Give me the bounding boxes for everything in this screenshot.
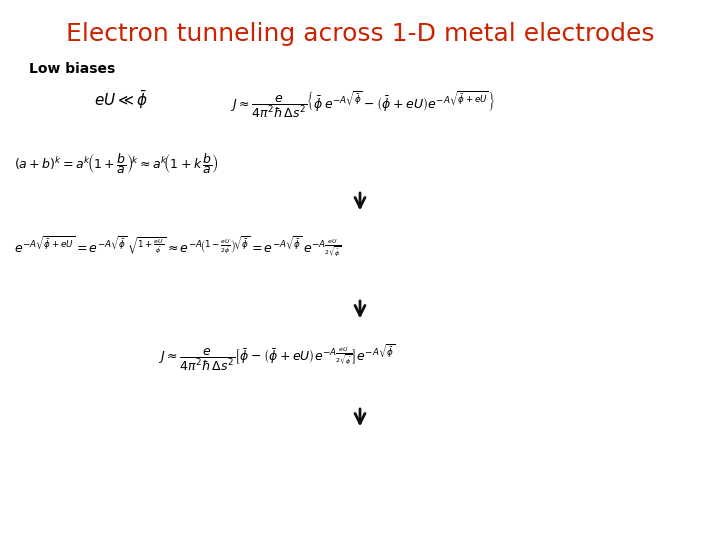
Text: Electron tunneling across 1-D metal electrodes: Electron tunneling across 1-D metal elec… — [66, 22, 654, 45]
Text: $e^{-A\sqrt{\bar{\phi}+eU}} = e^{-A\sqrt{\bar{\phi}}\,\sqrt{1+\frac{eU}{\bar{\ph: $e^{-A\sqrt{\bar{\phi}+eU}} = e^{-A\sqrt… — [14, 235, 341, 259]
Text: Low biases: Low biases — [29, 62, 115, 76]
Text: $J \approx \dfrac{e}{4\pi^2\hbar\,\Delta s^2}\left[\bar{\phi} - \left(\bar{\phi}: $J \approx \dfrac{e}{4\pi^2\hbar\,\Delta… — [158, 343, 396, 373]
Text: $eU \ll \bar{\phi}$: $eU \ll \bar{\phi}$ — [94, 89, 148, 111]
Text: $J \approx \dfrac{e}{4\pi^2\hbar\,\Delta s^2}\left\{\bar{\phi}\,e^{-A\sqrt{\bar{: $J \approx \dfrac{e}{4\pi^2\hbar\,\Delta… — [230, 89, 495, 120]
Text: $(a+b)^k = a^k\!\left(1+\dfrac{b}{a}\right)^{\!k} \approx a^k\!\left(1+k\,\dfrac: $(a+b)^k = a^k\!\left(1+\dfrac{b}{a}\rig… — [14, 151, 220, 176]
